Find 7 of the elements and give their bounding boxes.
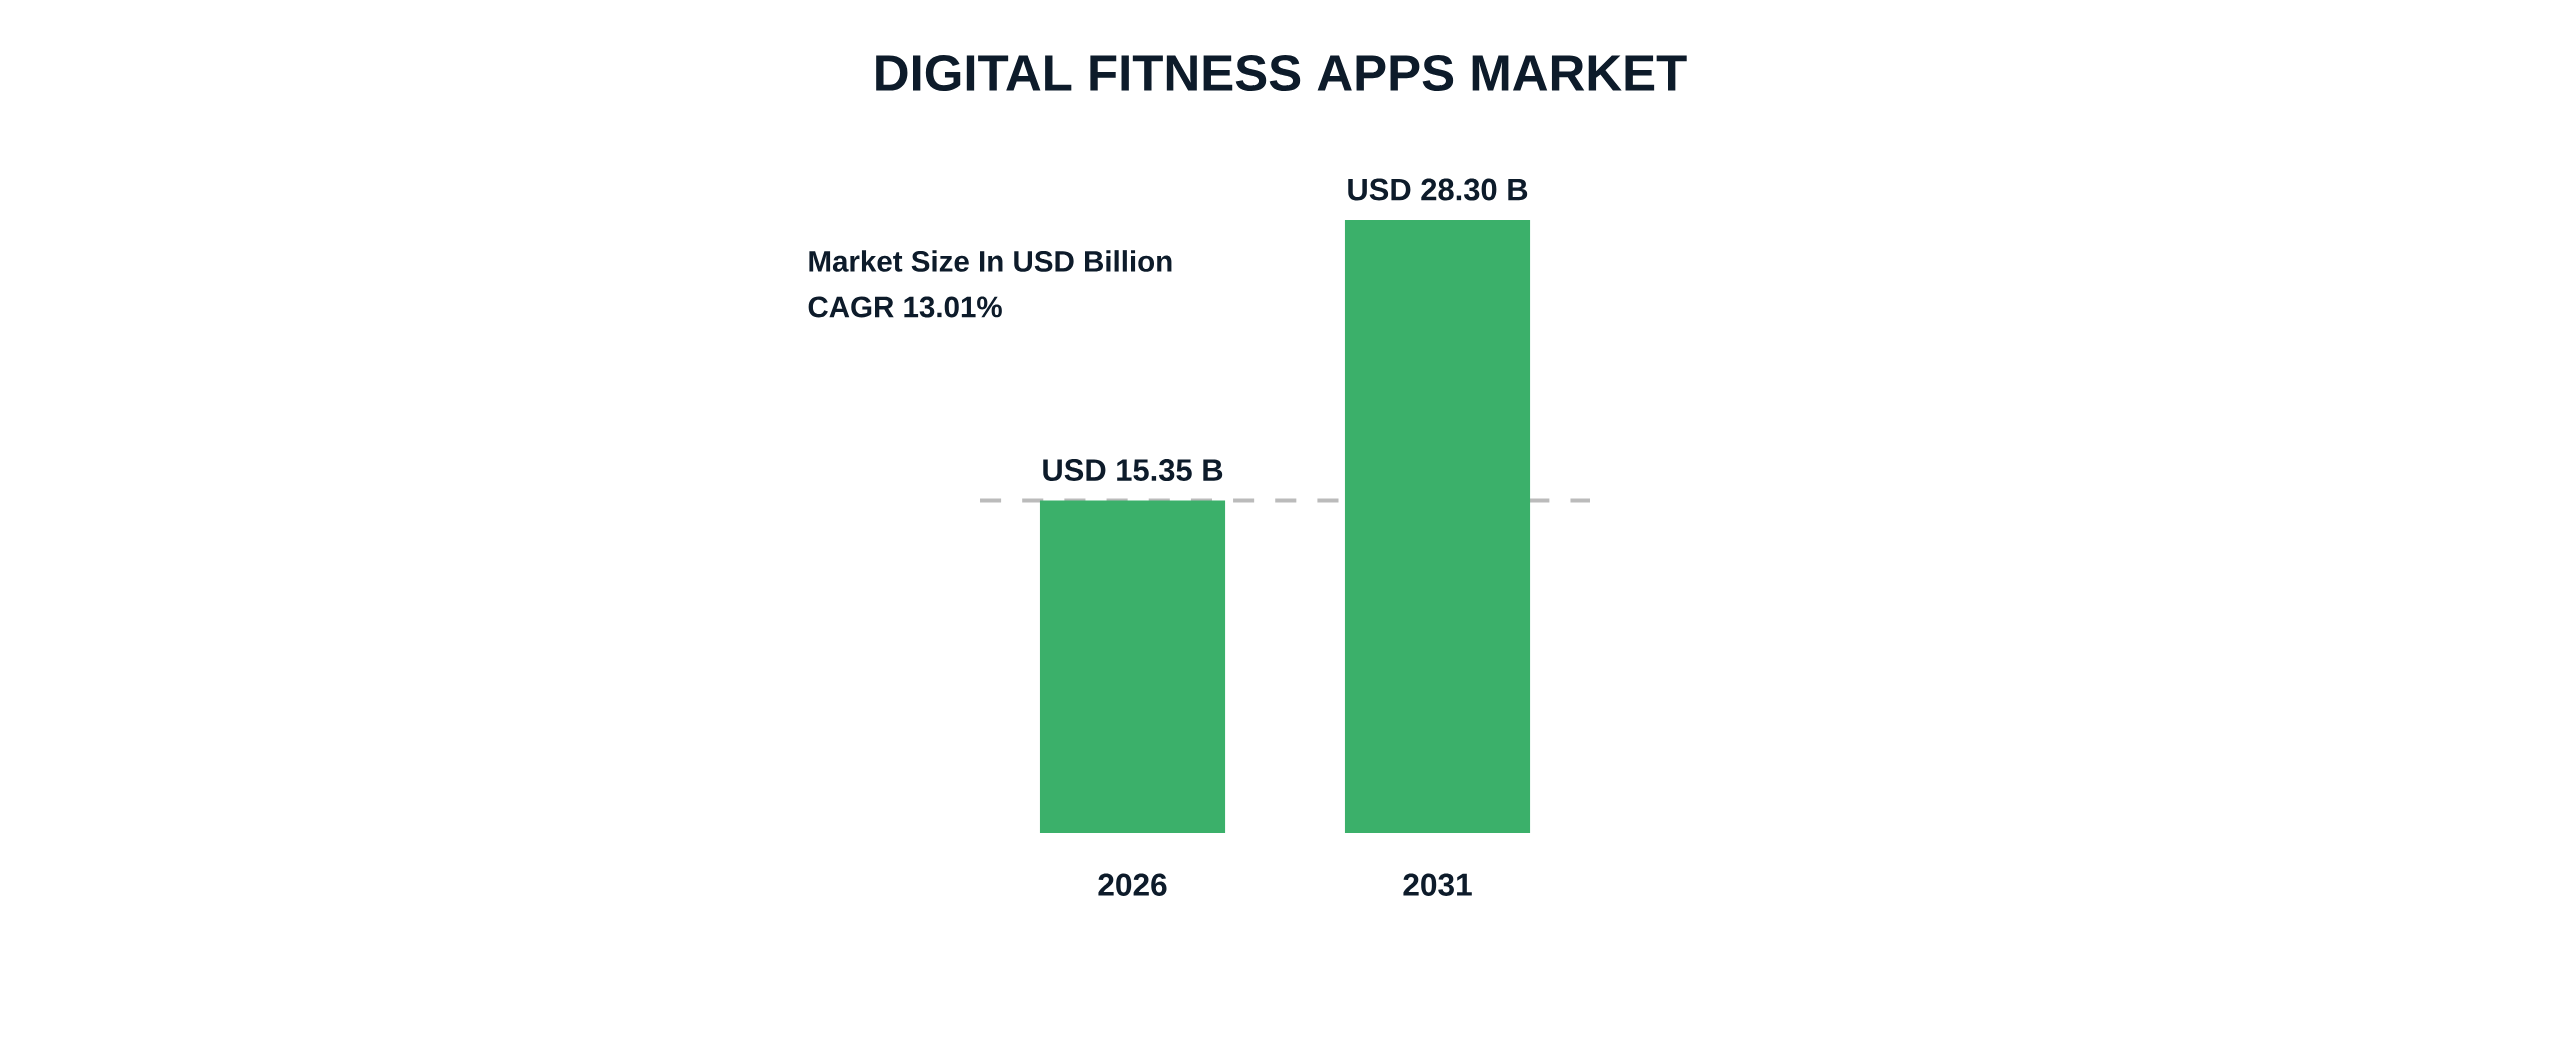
data-label: USD 28.30 B [1348, 178, 1528, 201]
annotation: CAGR 13.01% [808, 296, 1002, 318]
x-tick-label: 2026 [1098, 873, 1167, 896]
x-tick-label: 2031 [1403, 873, 1472, 896]
annotation: Market Size In USD Billion [809, 250, 1172, 272]
chart-title: DIGITAL FITNESS APPS MARKET [876, 54, 1687, 92]
data-label: USD 15.35 B [1043, 459, 1223, 482]
